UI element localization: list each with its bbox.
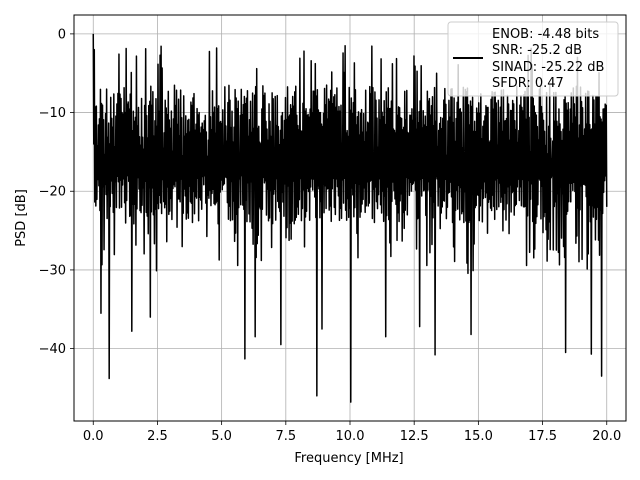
x-tick-label: 12.5 xyxy=(400,429,429,444)
x-tick-label: 17.5 xyxy=(528,429,557,444)
legend-entry: SNR: -25.2 dB xyxy=(492,43,582,58)
x-tick-label: 0.0 xyxy=(83,429,104,444)
x-tick-label: 10.0 xyxy=(336,429,365,444)
y-tick-label: −30 xyxy=(39,263,66,278)
series-layer xyxy=(92,33,608,403)
legend: ENOB: -4.48 bits SNR: -25.2 dB SINAD: -2… xyxy=(447,21,619,97)
legend-entry: ENOB: -4.48 bits xyxy=(492,27,599,42)
y-axis-ticks: 0 −10 −20 −30 −40 xyxy=(39,27,74,357)
y-tick-label: −10 xyxy=(39,106,66,121)
legend-entry: SFDR: 0.47 xyxy=(492,76,564,91)
x-tick-label: 5.0 xyxy=(211,429,232,444)
legend-entry: SINAD: -25.22 dB xyxy=(492,60,604,75)
x-tick-label: 20.0 xyxy=(592,429,621,444)
x-axis-label: Frequency [MHz] xyxy=(294,451,403,466)
x-axis-ticks: 0.0 2.5 5.0 7.5 10.0 12.5 15.0 17.5 20.0 xyxy=(83,421,621,444)
psd-series-line xyxy=(92,33,608,403)
y-tick-label: 0 xyxy=(58,27,66,42)
y-axis-label: PSD [dB] xyxy=(14,189,29,247)
y-tick-label: −40 xyxy=(39,342,66,357)
x-tick-label: 2.5 xyxy=(147,429,168,444)
y-tick-label: −20 xyxy=(39,185,66,200)
legend-box xyxy=(447,21,619,97)
x-tick-label: 7.5 xyxy=(275,429,296,444)
x-tick-label: 15.0 xyxy=(464,429,493,444)
